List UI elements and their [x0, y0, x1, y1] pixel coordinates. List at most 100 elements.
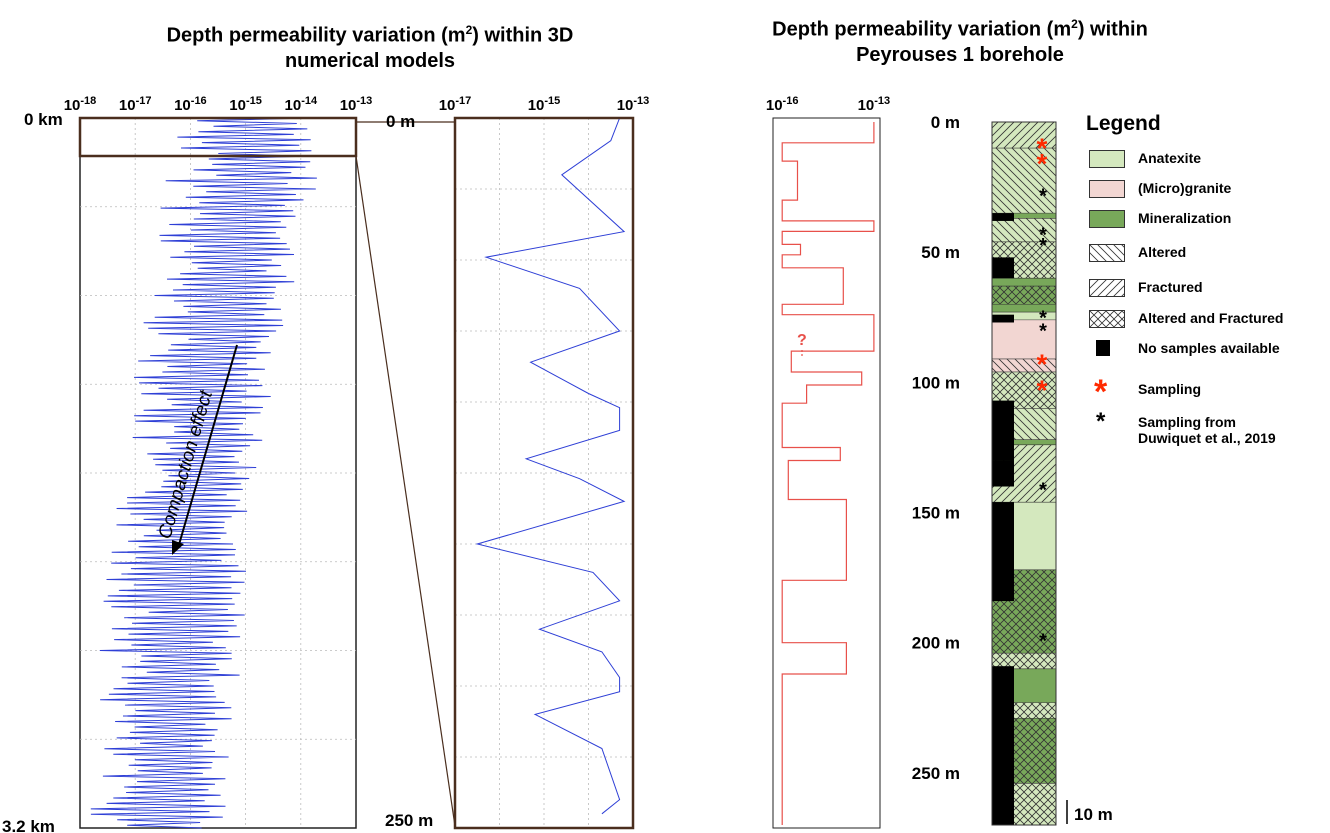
scale-bar-label: 10 m	[1074, 805, 1113, 824]
lithology-pattern	[992, 653, 1056, 669]
lithology-interval	[992, 213, 1056, 219]
legend-black-star-icon: *	[1096, 408, 1106, 435]
legend-item: Mineralization	[1086, 208, 1330, 228]
lithology-pattern	[992, 286, 1056, 305]
legend-hatch-swatch	[1089, 279, 1125, 297]
legend-label: Anatexite	[1138, 150, 1202, 166]
legend-hatch-swatch	[1089, 244, 1125, 262]
no-sample-interval	[992, 257, 1014, 279]
zoom-connector-bottom	[355, 155, 456, 827]
lithology-pattern	[992, 218, 1056, 242]
legend-label: No samples available	[1138, 340, 1280, 356]
right-title-sup: 2	[1071, 17, 1078, 31]
x-tick-label: 10-13	[340, 95, 373, 114]
compaction-arrow	[177, 344, 238, 549]
left-title-line2: numerical models	[284, 49, 456, 72]
legend-swatch	[1089, 150, 1125, 168]
models-full-series	[90, 117, 317, 829]
question-mark: ?	[797, 332, 807, 349]
zoom-box	[78, 116, 358, 158]
legend-label: Fractured	[1138, 279, 1203, 295]
legend-item: Fractured	[1086, 277, 1330, 297]
borehole-log-frame	[991, 121, 1057, 826]
legend-title: Legend	[1086, 112, 1161, 135]
models-full-top-label: 0 km	[24, 110, 63, 129]
x-tick-label: 10-15	[528, 95, 561, 114]
models-zoom-frame	[453, 116, 635, 830]
red-sample-star: *	[1037, 132, 1048, 163]
x-tick-label: 10-13	[858, 95, 891, 114]
compaction-arrowhead	[172, 540, 184, 555]
x-tick-label: 10-16	[174, 95, 207, 114]
no-sample-interval	[992, 502, 1014, 602]
black-sample-star: *	[1039, 235, 1047, 257]
red-sample-star: *	[1037, 148, 1048, 179]
legend-item: No samples available	[1086, 338, 1330, 358]
red-sample-star: *	[1037, 349, 1048, 380]
depth-tick-label: 250 m	[912, 764, 960, 783]
legend-label: Sampling	[1138, 381, 1202, 397]
legend-label: (Micro)granite	[1138, 180, 1232, 196]
legend-red-star-icon: *	[1094, 373, 1108, 411]
legend-item: Altered	[1086, 242, 1330, 262]
x-tick-label: 10-17	[119, 95, 152, 114]
x-tick-label: 10-15	[229, 95, 262, 114]
legend-swatch	[1089, 210, 1125, 228]
legend-item: Anatexite	[1086, 148, 1330, 168]
x-tick-label: 10-17	[439, 95, 472, 114]
lithology-interval	[992, 278, 1056, 287]
borehole-permeability-series	[781, 122, 875, 825]
legend-item: * Sampling from Duwiquet et al., 2019	[1086, 408, 1330, 447]
black-sample-star: *	[1039, 224, 1047, 246]
models-full-bottom-label: 3.2 km	[2, 817, 55, 833]
left-title-pre: Depth permeability variation (m	[166, 24, 466, 47]
models-zoom-bottom-label: 250 m	[385, 811, 433, 830]
black-sample-star: *	[1039, 631, 1047, 653]
left-title-sup: 2	[465, 23, 473, 37]
black-sample-star: *	[1039, 321, 1047, 343]
legend-hatch-swatch	[1089, 310, 1125, 328]
models-zoom-panel: 10-17 10-15 10-13 0 m 250 m	[385, 95, 649, 830]
no-sample-interval	[992, 213, 1014, 221]
left-title: Depth permeability variation (m2) within…	[90, 18, 650, 74]
black-sample-star: *	[1039, 480, 1047, 502]
x-tick-label: 10-18	[64, 95, 97, 114]
lithology-pattern	[992, 148, 1056, 214]
no-sample-interval	[992, 314, 1014, 323]
legend-label: Altered	[1138, 244, 1187, 260]
black-sample-star: *	[1039, 308, 1047, 330]
right-title-post: ) within	[1077, 18, 1148, 41]
legend-swatch	[1089, 180, 1125, 198]
x-tick-label: 10-16	[766, 95, 799, 114]
depth-tick-label: 0 m	[931, 113, 960, 132]
lithology-pattern	[992, 358, 1056, 372]
lithology-interval	[992, 312, 1056, 320]
right-title-pre: Depth permeability variation (m	[772, 18, 1072, 41]
red-sample-star: *	[1037, 375, 1048, 406]
depth-tick-label: 50 m	[921, 243, 960, 262]
legend-item: * Sampling	[1086, 375, 1330, 409]
right-title: Depth permeability variation (m2) within…	[740, 12, 1180, 68]
left-title-post: ) within 3D	[472, 24, 574, 47]
depth-tick-label: 150 m	[912, 504, 960, 523]
borehole-permeability-frame	[772, 117, 881, 829]
lithology-pattern	[992, 122, 1056, 149]
black-sample-star: *	[1039, 185, 1047, 207]
borehole-permeability-panel: 10-16 10-13 ?	[766, 95, 891, 829]
legend-label: Mineralization	[1138, 210, 1232, 226]
models-full-panel: 10-18 10-17 10-16 10-15 10-14 10-13 0 km 3.2 …	[2, 95, 456, 833]
legend-black-square	[1096, 340, 1110, 356]
legend-item: Altered and Fractured	[1086, 308, 1330, 328]
no-sample-interval	[992, 666, 1014, 825]
depth-tick-label: 100 m	[912, 373, 960, 392]
no-sample-interval	[992, 460, 1014, 487]
legend-item: (Micro)granite	[1086, 178, 1330, 198]
right-title-line2: Peyrouses 1 borehole	[856, 43, 1064, 66]
legend-label: Altered and Fractured	[1138, 310, 1284, 326]
models-zoom-series	[475, 117, 626, 815]
x-tick-label: 10-13	[617, 95, 650, 114]
lithology-interval	[992, 304, 1056, 313]
depth-tick-label: 200 m	[912, 634, 960, 653]
